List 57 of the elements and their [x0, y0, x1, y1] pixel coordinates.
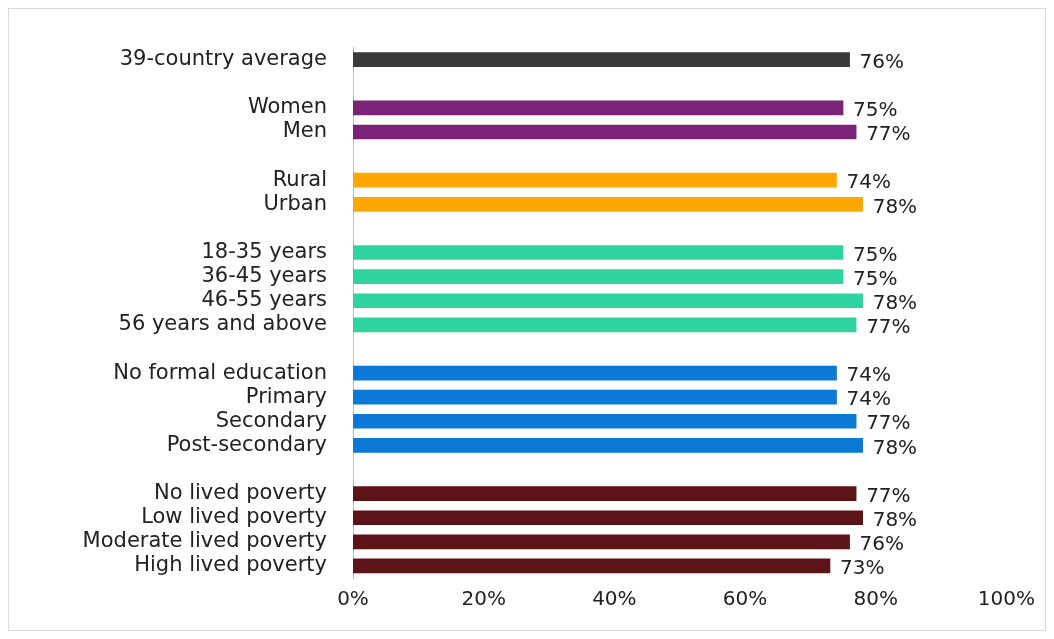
y-tick-label: 46-55 years: [201, 287, 327, 312]
x-tick-label: 40%: [592, 586, 637, 611]
y-tick-label: No lived poverty: [153, 480, 327, 505]
x-tick-label: 0%: [337, 586, 369, 611]
bar: [353, 389, 837, 405]
data-label: 78%: [872, 289, 918, 314]
bar: [353, 196, 863, 212]
y-tick-label: 36-45 years: [201, 263, 327, 288]
bar: [353, 100, 844, 116]
data-label: 76%: [859, 531, 905, 556]
y-tick-label: Men: [282, 118, 327, 143]
data-label: 78%: [872, 506, 918, 531]
bar: [353, 269, 844, 284]
data-label: 75%: [853, 97, 898, 122]
x-tick-label: 80%: [853, 586, 898, 611]
bar: [353, 438, 863, 453]
bar: [353, 245, 844, 260]
bar: [353, 52, 850, 67]
y-tick-label: Moderate lived poverty: [82, 528, 327, 553]
y-tick-label: 18-35 years: [201, 238, 327, 263]
y-tick-label: 56 years and above: [118, 311, 327, 336]
y-tick-label: Secondary: [215, 407, 327, 432]
data-label: 77%: [866, 121, 911, 146]
data-label: 75%: [853, 241, 898, 266]
data-label: 73%: [839, 555, 885, 580]
y-tick-label: High lived poverty: [134, 552, 327, 577]
y-tick-label: 39-country average: [119, 46, 327, 71]
y-tick-label: Post-secondary: [166, 431, 327, 456]
bar: [353, 124, 857, 140]
y-tick-label: Urban: [263, 190, 327, 215]
y-tick-label: No formal education: [113, 359, 327, 384]
data-label: 77%: [866, 410, 911, 435]
data-label: 77%: [866, 482, 911, 507]
bar: [353, 486, 857, 501]
data-label: 78%: [872, 434, 918, 459]
bar: [353, 365, 837, 381]
x-tick-label: 60%: [722, 586, 768, 611]
bar: [353, 413, 857, 429]
bar: [353, 317, 857, 333]
data-label: 75%: [853, 265, 898, 290]
data-label: 78%: [872, 193, 918, 218]
bar: [353, 558, 831, 574]
y-tick-label: Rural: [272, 166, 327, 191]
data-label: 76%: [859, 48, 905, 73]
data-label: 74%: [846, 362, 891, 387]
bar: [353, 293, 863, 309]
bar: [353, 172, 837, 188]
data-label: 77%: [866, 314, 911, 339]
y-tick-label: Low lived poverty: [141, 504, 327, 529]
bar: [353, 510, 863, 526]
bar: [353, 534, 850, 550]
data-label: 74%: [846, 386, 891, 411]
x-tick-label: 20%: [461, 586, 506, 611]
y-tick-label: Primary: [245, 383, 327, 408]
data-label: 74%: [846, 169, 891, 194]
y-tick-label: Women: [247, 94, 327, 119]
x-tick-label: 100%: [977, 586, 1035, 611]
